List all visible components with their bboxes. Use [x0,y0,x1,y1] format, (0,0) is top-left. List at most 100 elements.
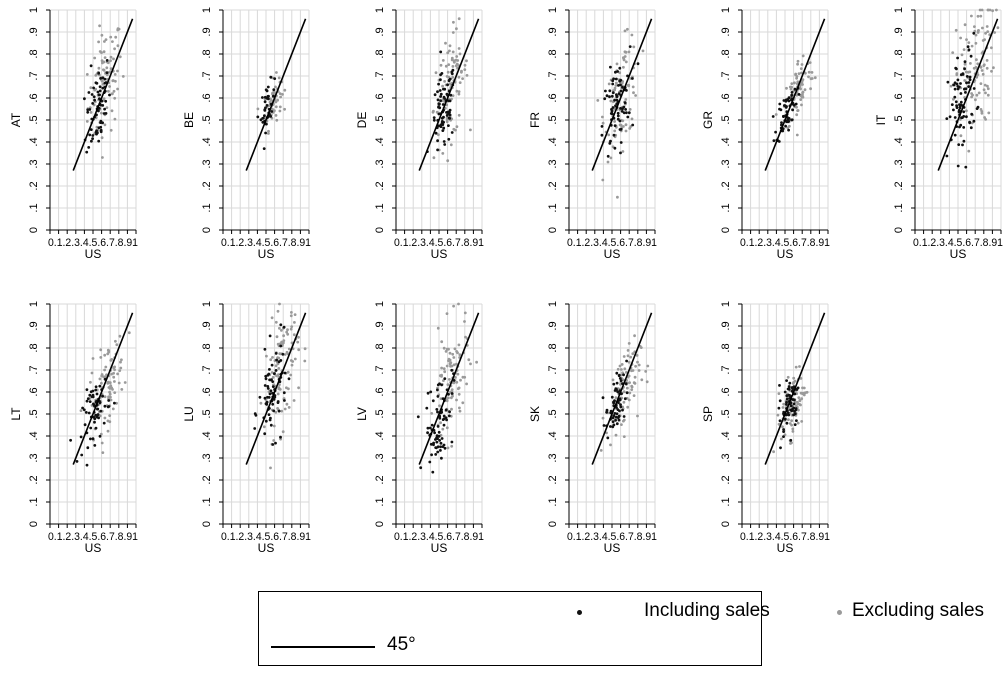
point-excluding-sales [790,85,793,89]
point-excluding-sales [116,69,119,73]
point-excluding-sales [282,339,286,342]
point-including-sales [268,334,272,338]
y-tick-label: .1 [893,203,905,212]
point-excluding-sales [293,357,297,361]
point-excluding-sales [987,111,991,115]
point-including-sales [779,108,783,112]
point-excluding-sales [632,45,636,49]
point-excluding-sales [635,354,639,357]
point-excluding-sales [269,358,273,362]
point-excluding-sales [628,391,632,395]
point-excluding-sales [448,378,451,381]
point-including-sales [619,107,622,110]
point-excluding-sales [463,320,466,323]
point-excluding-sales [108,420,112,424]
point-including-sales [98,401,102,405]
point-excluding-sales [116,44,120,48]
point-excluding-sales [621,150,625,153]
point-excluding-sales [109,384,113,387]
point-excluding-sales [461,401,465,405]
y-axis-label: BE [182,112,196,128]
point-excluding-sales [100,59,104,63]
point-including-sales [79,435,83,439]
point-excluding-sales [441,152,445,155]
point-including-sales [611,91,615,95]
point-including-sales [443,87,447,91]
point-including-sales [945,117,949,120]
point-including-sales [436,98,440,102]
point-including-sales [105,59,109,62]
y-tick-label: .5 [720,115,732,124]
point-including-sales [265,402,268,405]
y-tick-label: 1 [720,7,732,13]
point-excluding-sales [109,128,113,132]
point-including-sales [625,391,629,395]
point-including-sales [270,110,274,113]
point-including-sales [88,400,92,403]
point-including-sales [89,64,93,68]
point-including-sales [69,438,72,442]
point-excluding-sales [951,51,955,54]
point-including-sales [619,403,622,407]
point-excluding-sales [980,69,984,72]
point-excluding-sales [79,409,83,412]
point-excluding-sales [108,392,112,396]
point-including-sales [964,91,967,94]
y-tick-label: .1 [547,497,559,506]
point-excluding-sales [111,388,114,391]
point-excluding-sales [463,63,467,67]
point-including-sales [88,108,92,111]
point-including-sales [783,104,787,108]
x-tick-labels: 0.1.2.3.4.5.6.7.8.91 [913,237,1003,249]
point-including-sales [445,418,448,422]
point-including-sales [790,94,794,97]
point-excluding-sales [974,41,978,45]
point-including-sales [98,434,102,438]
point-including-sales [610,94,614,98]
point-including-sales [263,396,267,400]
point-including-sales [780,121,783,124]
point-including-sales [956,78,960,82]
point-excluding-sales [455,27,458,31]
point-including-sales [452,379,456,382]
point-excluding-sales [978,8,982,12]
point-including-sales [439,445,442,449]
point-excluding-sales [289,314,293,318]
point-including-sales [90,139,93,143]
point-excluding-sales [278,383,281,386]
point-excluding-sales [101,451,105,454]
legend-including-label: Including sales [644,600,770,621]
point-excluding-sales [256,107,260,111]
point-excluding-sales [622,419,625,423]
point-excluding-sales [449,83,453,86]
point-including-sales [606,436,610,440]
point-including-sales [969,126,973,130]
point-excluding-sales [799,67,803,70]
point-excluding-sales [446,159,450,163]
point-excluding-sales [455,380,459,384]
point-excluding-sales [616,195,619,199]
point-excluding-sales [452,363,456,367]
point-excluding-sales [106,429,110,433]
point-excluding-sales [268,100,272,104]
point-including-sales [273,77,277,80]
point-excluding-sales [795,113,799,117]
point-excluding-sales [796,109,799,112]
point-excluding-sales [285,402,289,406]
point-excluding-sales [286,332,290,336]
point-excluding-sales [450,444,454,448]
point-excluding-sales [791,427,795,431]
point-including-sales [269,75,273,79]
point-including-sales [450,368,454,372]
point-including-sales [616,390,620,394]
point-including-sales [275,358,278,362]
point-including-sales [782,430,785,433]
y-tick-label: .1 [28,203,40,212]
point-excluding-sales [596,99,600,102]
point-excluding-sales [627,374,631,378]
point-including-sales [953,87,957,91]
point-excluding-sales [979,82,983,85]
point-including-sales [103,107,106,111]
y-tick-label: .1 [28,497,40,506]
point-including-sales [433,93,437,97]
